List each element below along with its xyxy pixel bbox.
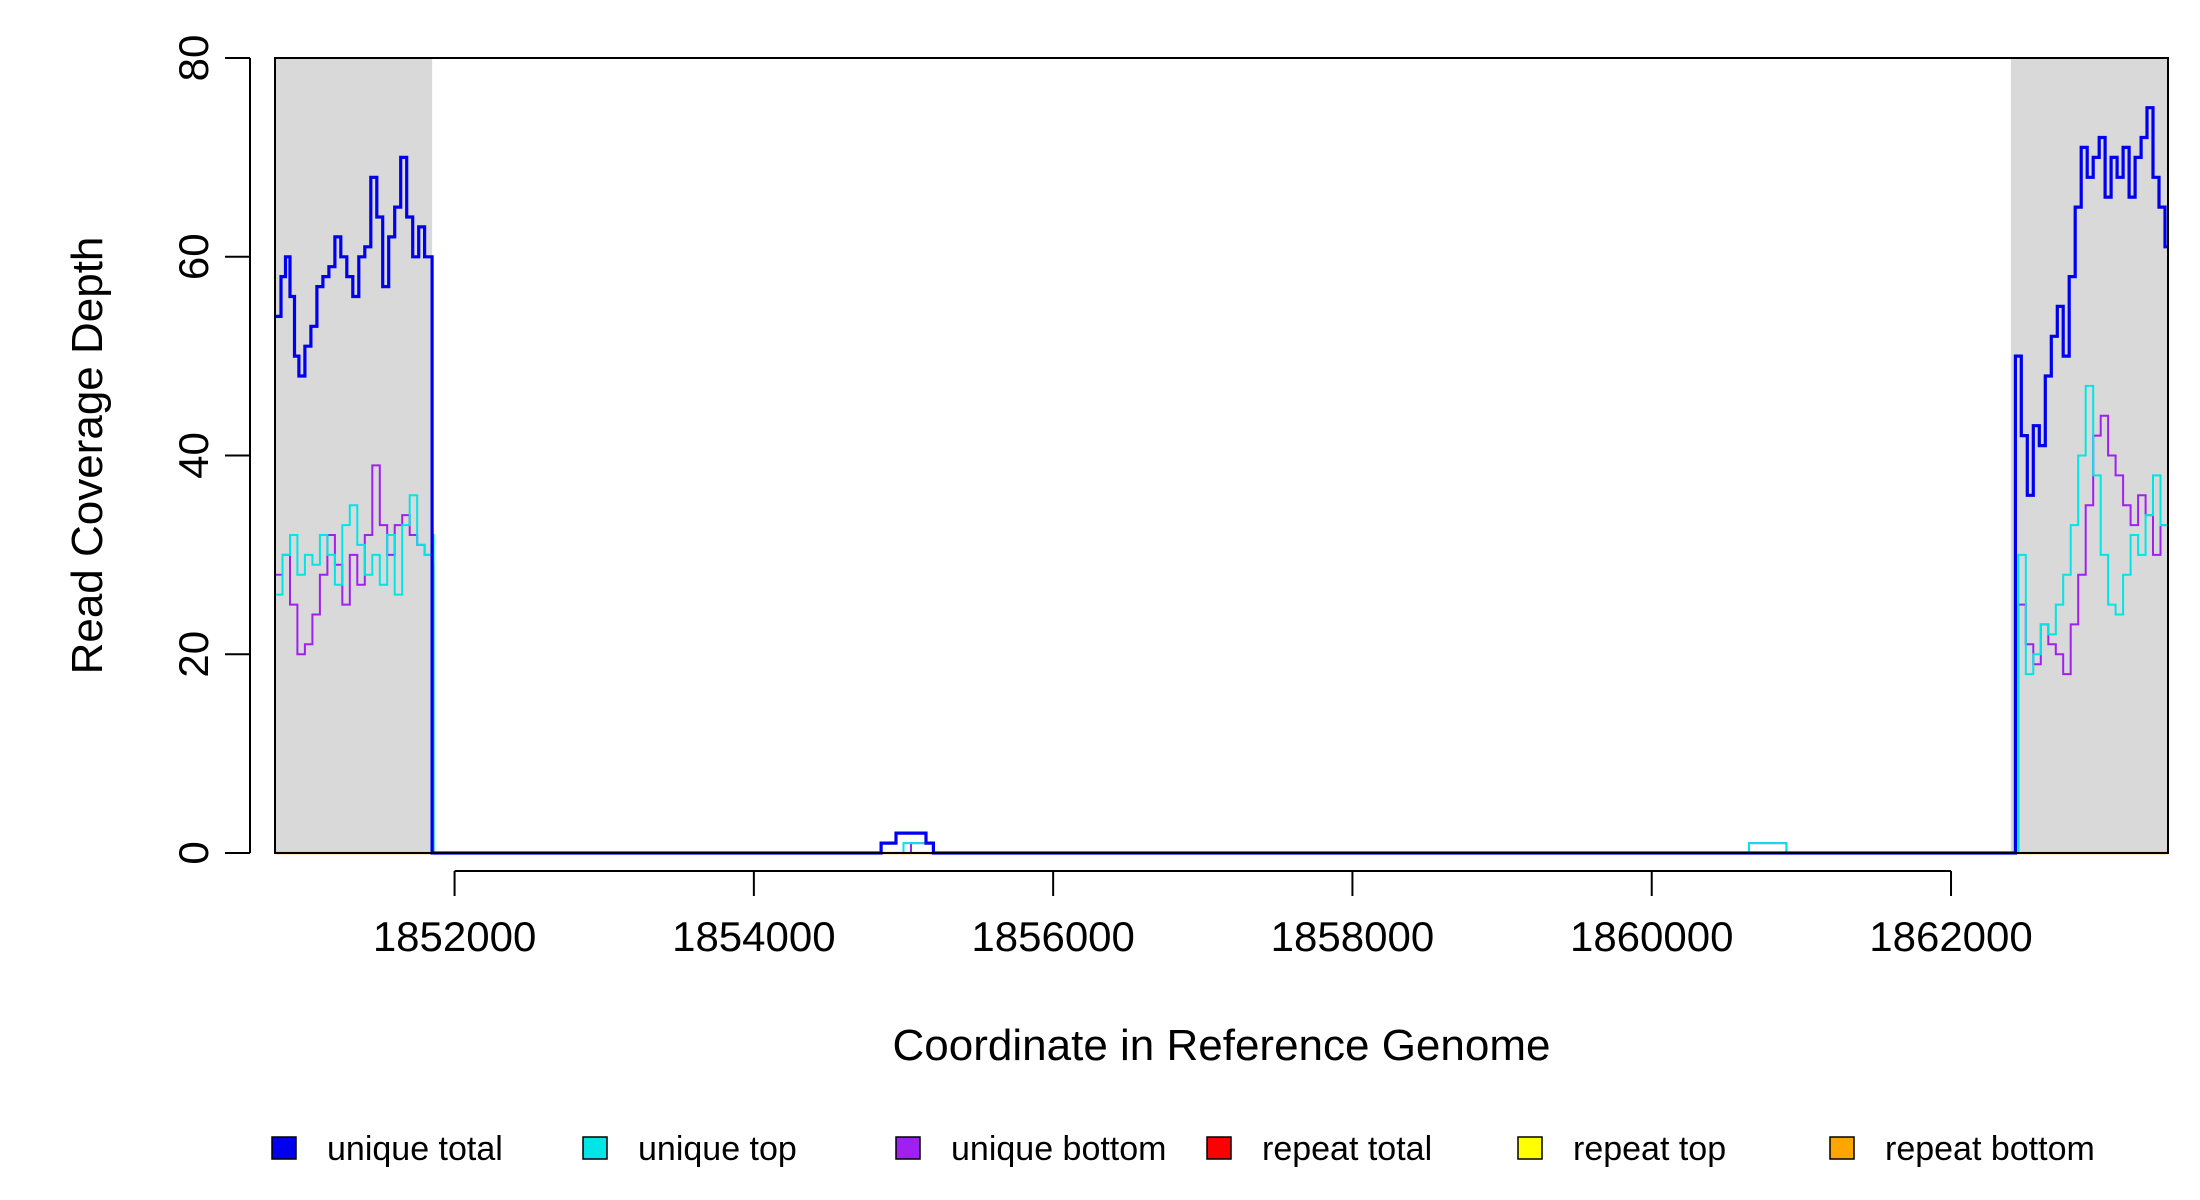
- plot-frame: [274, 57, 2169, 854]
- y-tick-label: 60: [170, 233, 217, 280]
- x-tick-label: 1856000: [971, 913, 1135, 960]
- x-tick-label: 1860000: [1570, 913, 1734, 960]
- legend-label-repeat-top: repeat top: [1573, 1130, 1726, 1168]
- legend-swatch-repeat-bottom: [1829, 1136, 1855, 1160]
- shaded-region-1: [275, 58, 433, 853]
- series-line-unique-total: [275, 106, 2168, 855]
- y-tick-label: 0: [170, 841, 217, 864]
- y-axis-title: Read Coverage Depth: [63, 237, 112, 675]
- x-tick-label: 1858000: [1271, 913, 1435, 960]
- legend-label-repeat-bottom: repeat bottom: [1885, 1130, 2095, 1168]
- y-tick-label: 20: [170, 631, 217, 678]
- y-tick-label: 40: [170, 432, 217, 479]
- legend-swatch-unique-top: [582, 1136, 608, 1160]
- legend-label-repeat-total: repeat total: [1262, 1130, 1432, 1168]
- legend-swatch-unique-total: [271, 1136, 297, 1160]
- legend-swatch-repeat-top: [1517, 1136, 1543, 1160]
- legend-label-unique-total: unique total: [327, 1130, 503, 1168]
- x-axis: 1852000 1854000 1856000 1858000 1860000 18620…: [373, 870, 2033, 960]
- legend-swatch-unique-bottom: [895, 1136, 921, 1160]
- x-axis-title: Coordinate in Reference Genome: [893, 1021, 1551, 1070]
- series-line-unique-top: [275, 384, 2169, 854]
- series-lines: [275, 106, 2169, 855]
- shaded-region-2: [2010, 58, 2168, 853]
- x-tick-label: 1862000: [1869, 913, 2033, 960]
- legend-swatch-repeat-total: [1206, 1136, 1232, 1160]
- legend-label-unique-bottom: unique bottom: [951, 1130, 1167, 1168]
- legend: unique total unique top unique bottom repea…: [271, 1130, 2095, 1168]
- shaded-regions: [275, 58, 2168, 853]
- y-axis: 0 20 40 60 80: [170, 35, 251, 865]
- x-tick-label: 1852000: [373, 913, 537, 960]
- x-tick-label: 1854000: [672, 913, 836, 960]
- legend-label-unique-top: unique top: [638, 1130, 797, 1168]
- y-tick-label: 80: [170, 35, 217, 82]
- series-line-unique-bottom: [275, 414, 2169, 854]
